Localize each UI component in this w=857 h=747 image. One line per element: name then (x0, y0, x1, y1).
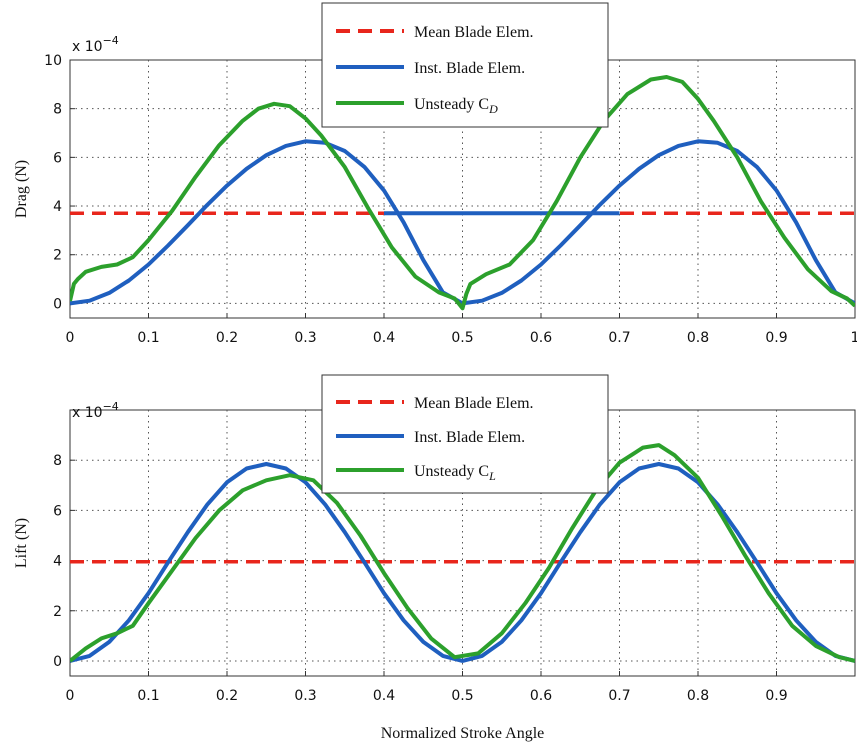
x-tick-label: 0.4 (373, 688, 395, 704)
x-tick-label: 0.6 (530, 688, 552, 704)
x-tick-label: 0.8 (687, 688, 709, 704)
y-tick-label: 10 (44, 53, 62, 69)
legend-label: Unsteady CD (414, 96, 498, 116)
x-tick-label: 0 (66, 688, 75, 704)
x-tick-label: 0.8 (687, 330, 709, 346)
chart-panel-lift: 0 0.1 0.2 0.3 0.4 0.5 0.6 0.7 0.8 0.9 0 2 4 6 8 x 10−4 L… (13, 374, 856, 742)
legend-label: Inst. Blade Elem. (414, 60, 525, 77)
series-line-1 (70, 462, 855, 663)
y-tick-label: 8 (53, 453, 62, 469)
x-tick-label: 0.7 (608, 688, 630, 704)
x-tick-label: 0.2 (216, 330, 238, 346)
y-tick-label: 2 (53, 248, 62, 264)
y-tick-label: 2 (53, 604, 62, 620)
legend-label: Mean Blade Elem. (414, 24, 534, 41)
x-tick-label: 1 (851, 330, 857, 346)
series-line-3 (70, 75, 855, 311)
x-tick-label: 0.5 (451, 330, 473, 346)
legend-label: Unsteady CL (414, 463, 496, 483)
x-tick-label: 0.6 (530, 330, 552, 346)
y-tick-label: 6 (53, 150, 62, 166)
x-axis-label: Normalized Stroke Angle (381, 725, 545, 742)
y-axis-label: Drag (N) (13, 160, 30, 218)
x-tick-label: 0.2 (216, 688, 238, 704)
x-tick-label: 0.4 (373, 330, 395, 346)
axis-exponent: x 10−4 (72, 34, 119, 55)
legend-label: Inst. Blade Elem. (414, 429, 525, 446)
x-tick-label: 0.5 (451, 688, 473, 704)
legend: Mean Blade Elem. Inst. Blade Elem. Unstead… (321, 2, 609, 128)
y-tick-label: 4 (53, 199, 62, 215)
x-tick-label: 0.9 (765, 330, 787, 346)
x-tick-label: 0.1 (137, 688, 159, 704)
y-tick-label: 6 (53, 503, 62, 519)
x-tick-label: 0 (66, 330, 75, 346)
legend-label: Mean Blade Elem. (414, 395, 534, 412)
y-tick-label: 4 (53, 554, 62, 570)
series-group (70, 443, 855, 663)
x-tick-label: 0.9 (765, 688, 787, 704)
x-tick-label: 0.3 (294, 688, 316, 704)
y-tick-label: 8 (53, 102, 62, 118)
series-group (70, 75, 855, 311)
series-line-2 (70, 443, 855, 663)
axis-exponent: x 10−4 (72, 400, 119, 421)
y-tick-label: 0 (53, 654, 62, 670)
x-tick-label: 0.7 (608, 330, 630, 346)
y-axis-label: Lift (N) (13, 518, 30, 568)
legend: Mean Blade Elem. Inst. Blade Elem. Unstead… (321, 374, 609, 494)
x-tick-label: 0.3 (294, 330, 316, 346)
y-tick-label: 0 (53, 296, 62, 312)
x-tick-label: 0.1 (137, 330, 159, 346)
